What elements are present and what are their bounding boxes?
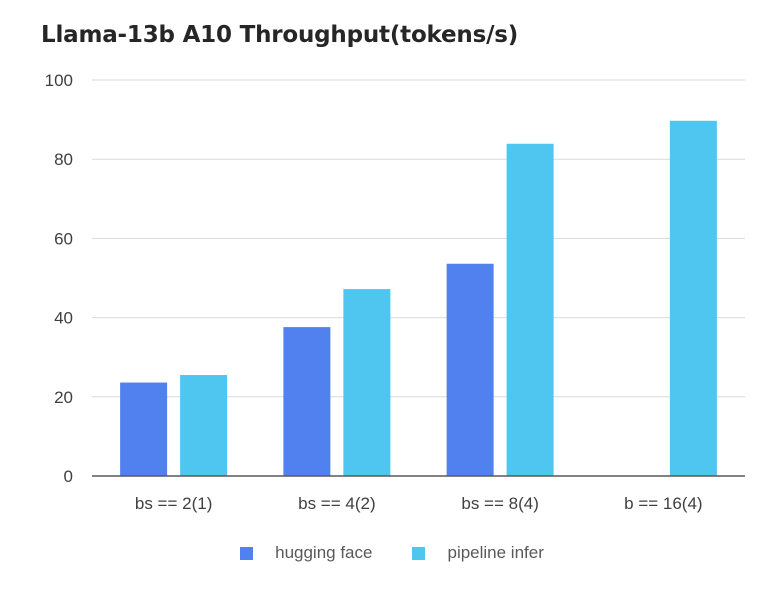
legend-swatch (412, 546, 426, 560)
x-tick-label: b == 16(4) (624, 494, 702, 513)
y-tick-label: 40 (54, 309, 73, 328)
legend-label: pipeline infer (447, 543, 544, 562)
legend-item-pipeline-infer[interactable]: pipeline infer (412, 543, 544, 563)
legend-label: hugging face (275, 543, 373, 562)
y-tick-label: 60 (54, 229, 73, 248)
x-tick-label: bs == 2(1) (135, 494, 213, 513)
gridlines (92, 79, 745, 398)
legend-swatch (240, 546, 254, 560)
legend: hugging face pipeline infer (0, 543, 784, 563)
bar-pipeline-infer-1[interactable] (343, 289, 391, 476)
bar-hugging-face-2[interactable] (446, 263, 494, 476)
bar-hugging-face-1[interactable] (283, 327, 331, 476)
bar-pipeline-infer-2[interactable] (506, 143, 554, 477)
bar-chart: 0 20 40 60 80 100 bs == 2(1) bs == 4(2) bs == 8… (45, 71, 745, 513)
x-tick-label: bs == 8(4) (461, 494, 539, 513)
y-tick-label: 20 (54, 388, 73, 407)
bar-pipeline-infer-0[interactable] (180, 375, 228, 476)
x-tick-label: bs == 4(2) (298, 494, 376, 513)
y-axis-ticks: 0 20 40 60 80 100 (45, 71, 73, 486)
legend-item-hugging-face[interactable]: hugging face (240, 543, 372, 563)
bar-hugging-face-0[interactable] (120, 382, 168, 476)
y-tick-label: 0 (64, 467, 73, 486)
bars (120, 120, 717, 477)
chart-title: Llama-13b A10 Throughput(tokens/s) (41, 22, 519, 48)
x-axis: bs == 2(1) bs == 4(2) bs == 8(4) b == 16(4) (92, 475, 745, 513)
y-tick-label: 100 (45, 71, 73, 90)
bar-pipeline-infer-3[interactable] (669, 120, 717, 477)
y-tick-label: 80 (54, 150, 73, 169)
